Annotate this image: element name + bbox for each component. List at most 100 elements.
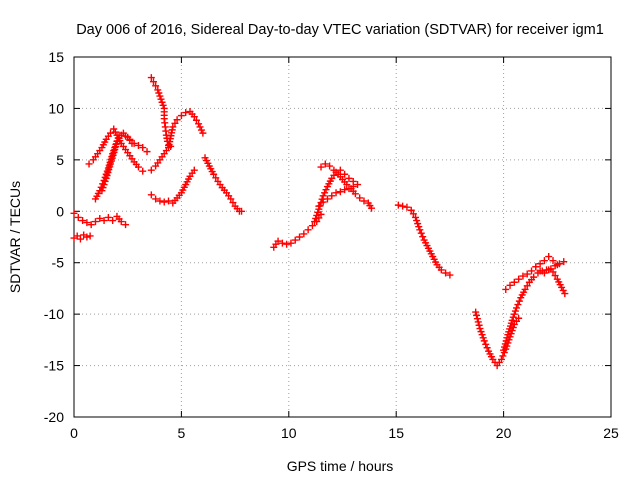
y-tick-label: -15 [44,358,64,374]
data-point [560,258,568,266]
data-point [536,260,544,268]
data-point [482,340,490,348]
data-point [91,218,99,226]
data-point [86,232,94,240]
data-point [156,92,164,100]
data-point [415,223,423,231]
data-point [473,311,481,319]
y-tick-label: 0 [56,203,64,219]
series-arc-g [147,108,207,174]
x-tick-label: 15 [388,425,404,441]
data-point [195,120,203,128]
data-point [196,123,204,131]
data-point [502,337,510,345]
series-arc-o [472,308,523,370]
data-point [149,78,157,86]
data-point [345,185,353,193]
data-point [87,221,95,229]
data-point [330,166,338,174]
data-point [540,269,548,277]
data-point [76,235,84,243]
data-point [500,346,508,354]
data-point [104,213,112,221]
data-point [99,184,107,192]
data-point [545,266,553,274]
data-point [147,191,155,199]
y-tick-label: 15 [48,49,64,65]
data-point [499,352,507,360]
data-point [79,217,87,225]
data-point [190,113,198,121]
data-point [156,197,164,205]
data-points [70,74,569,370]
data-point [319,198,327,206]
data-point [278,239,286,247]
data-point [155,89,163,97]
data-point [134,141,142,149]
data-point [514,301,522,309]
data-point [117,218,125,226]
data-point [158,98,166,106]
data-point [173,116,181,124]
data-point [199,129,207,137]
data-point [341,186,349,194]
data-point [227,195,235,203]
data-point [399,202,407,210]
data-point [322,186,330,194]
x-tick-label: 10 [281,425,297,441]
data-point [528,267,536,275]
data-point [521,285,529,293]
data-point [177,112,185,120]
data-point [107,129,115,137]
data-point [321,189,329,197]
series-arc-f [147,74,175,150]
data-point [74,213,82,221]
series-arc-h [147,166,198,207]
y-tick-label: -20 [44,409,64,425]
data-point [508,316,516,324]
data-point [332,189,340,197]
data-point [143,148,151,156]
data-point [394,201,402,209]
data-point [356,194,364,202]
data-point [530,273,538,281]
data-point [412,213,420,221]
data-point [296,233,304,241]
data-point [326,162,334,170]
y-tick-labels: -20 -15 -10 -5 0 5 10 15 [44,49,64,425]
data-point [476,325,484,333]
data-point [192,116,200,124]
axis-ticks [73,56,612,418]
series-arc-m [315,183,357,210]
data-point [169,123,177,131]
data-point [152,82,160,90]
data-point [147,74,155,82]
series-arc-q [502,253,561,293]
data-point [501,340,509,348]
data-point [437,266,445,274]
series-arc-e [98,129,136,195]
data-point [345,174,353,182]
x-axis-label: GPS time / hours [287,458,394,474]
data-point [328,192,336,200]
data-point [474,318,482,326]
data-point [313,211,321,219]
data-point [100,181,108,189]
data-point [139,144,147,152]
data-point [511,307,519,315]
data-point [319,192,327,200]
data-point [515,297,523,305]
data-point [515,314,523,322]
data-point [159,101,167,109]
data-point [154,86,162,94]
data-point [403,203,411,211]
data-point [336,188,344,196]
data-point [152,195,160,203]
data-point [229,199,237,207]
x-tick-labels: 0 5 10 15 20 25 [70,425,619,441]
data-point [197,126,205,134]
data-point [70,209,78,217]
data-point [551,272,559,280]
data-point [500,343,508,351]
data-point [109,217,117,225]
